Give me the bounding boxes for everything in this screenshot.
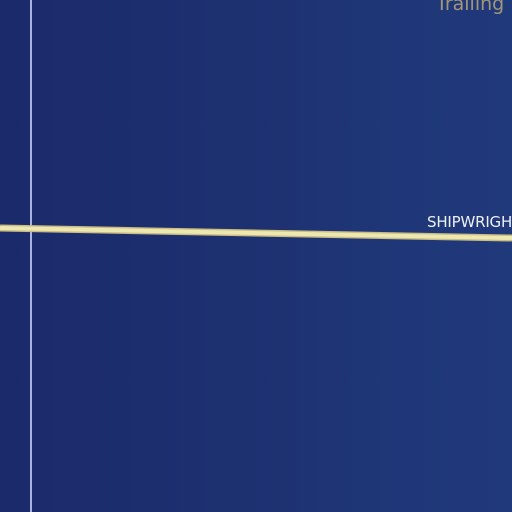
place-label-top: Trailing (436, 0, 504, 14)
road-label: SHIPWRIGHT (427, 215, 512, 230)
